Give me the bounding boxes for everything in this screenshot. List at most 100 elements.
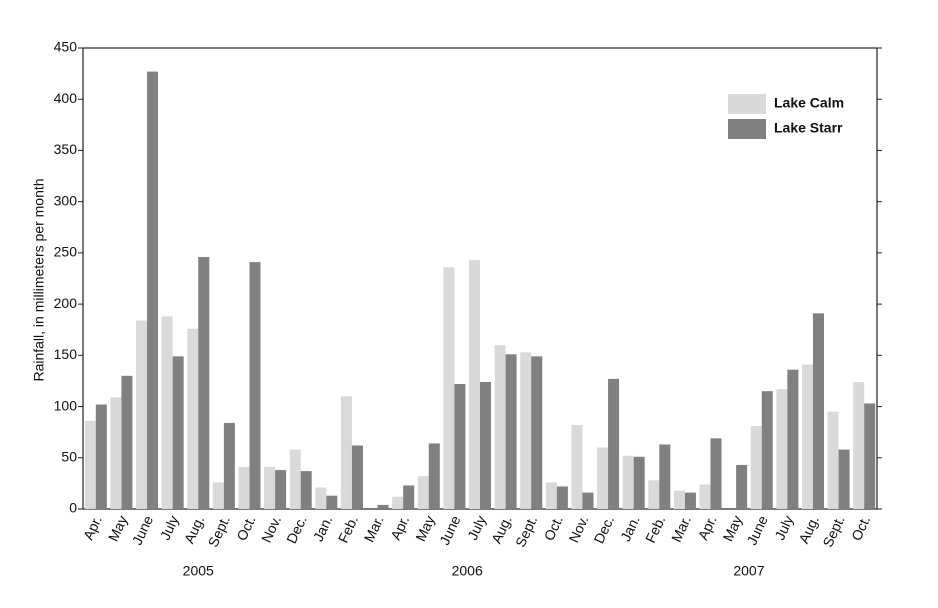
bar <box>121 375 133 509</box>
bar <box>545 482 557 509</box>
x-tick-label: June <box>436 513 463 547</box>
bar <box>787 369 799 509</box>
y-tick-label: 0 <box>69 500 77 516</box>
x-tick-label: Sept. <box>512 513 540 549</box>
bar <box>403 485 415 509</box>
y-tick-label: 250 <box>54 244 78 260</box>
bar <box>340 396 352 509</box>
x-tick-label: Sept. <box>205 513 233 549</box>
bar <box>812 313 824 509</box>
x-tick-label: June <box>129 513 156 547</box>
bar <box>556 486 568 509</box>
bar <box>454 384 466 509</box>
y-tick-label: 50 <box>61 448 77 464</box>
x-tick-label: Aug. <box>795 513 822 546</box>
bar <box>750 426 762 509</box>
x-tick-label: May <box>105 513 131 544</box>
bar <box>633 456 645 509</box>
bar <box>684 492 696 509</box>
bar <box>468 260 480 509</box>
bar <box>761 391 773 509</box>
bar <box>736 464 748 509</box>
bar <box>223 422 235 509</box>
x-tick-label: Feb. <box>642 513 668 545</box>
bar <box>300 471 312 509</box>
bar <box>673 490 685 509</box>
x-tick-label: Apr. <box>695 513 720 542</box>
y-tick-label: 400 <box>54 90 78 106</box>
bar <box>136 320 148 509</box>
x-tick-label: Apr. <box>80 513 105 542</box>
bar <box>571 424 583 509</box>
y-tick-label: 100 <box>54 397 78 413</box>
x-tick-label: Feb. <box>335 513 361 545</box>
year-label: 2005 <box>183 563 214 579</box>
bar <box>622 455 634 509</box>
x-tick-label: Dec. <box>283 513 310 546</box>
x-tick-label: Nov. <box>565 513 591 545</box>
bar <box>275 470 287 509</box>
year-label: 2007 <box>733 563 764 579</box>
bar <box>648 480 660 509</box>
bar <box>710 438 722 509</box>
bar <box>249 262 261 509</box>
bar <box>392 496 404 509</box>
bar <box>853 381 865 509</box>
x-tick-label: Oct. <box>848 513 873 543</box>
bar <box>377 504 389 509</box>
x-tick-label: Apr. <box>387 513 412 542</box>
x-tick-label: Sept. <box>819 513 847 549</box>
bar <box>110 397 122 509</box>
bar <box>597 447 609 509</box>
bar <box>608 378 620 509</box>
legend-swatch <box>728 94 766 114</box>
x-tick-label: Mar. <box>361 513 387 544</box>
bar <box>480 381 492 509</box>
bar <box>505 354 517 509</box>
bar <box>582 492 594 509</box>
bar <box>264 466 276 509</box>
bar <box>417 476 429 509</box>
bar <box>289 449 301 509</box>
y-tick-label: 150 <box>54 346 78 362</box>
bar <box>531 356 543 509</box>
bar <box>801 364 813 509</box>
x-tick-label: Aug. <box>181 513 208 546</box>
x-tick-label: Jan. <box>617 513 643 544</box>
legend-swatch <box>728 119 766 139</box>
y-axis-label: Rainfall, in millimeters per month <box>31 178 47 381</box>
x-tick-label: June <box>743 513 770 547</box>
bar <box>212 482 224 509</box>
bar <box>95 404 107 509</box>
bar <box>172 356 184 509</box>
bar <box>494 345 506 509</box>
bar <box>827 411 839 509</box>
y-tick-label: 300 <box>54 192 78 208</box>
bar <box>838 449 850 509</box>
year-label: 2006 <box>452 563 483 579</box>
x-tick-label: Dec. <box>590 513 617 546</box>
bar <box>238 466 250 509</box>
bar <box>326 495 338 509</box>
y-tick-label: 450 <box>54 39 78 55</box>
x-tick-label: July <box>771 513 796 542</box>
x-tick-label: Oct. <box>233 513 258 543</box>
bar <box>84 420 96 509</box>
x-tick-label: Nov. <box>258 513 284 545</box>
bar <box>147 71 159 509</box>
x-tick-label: May <box>412 513 438 544</box>
y-tick-label: 350 <box>54 141 78 157</box>
bar <box>776 389 788 509</box>
x-tick-label: July <box>464 513 489 542</box>
x-tick-label: Aug. <box>488 513 515 546</box>
x-tick-label: Mar. <box>668 513 694 544</box>
bar <box>161 316 173 509</box>
bar <box>187 328 199 509</box>
bar <box>520 352 532 509</box>
legend-label: Lake Starr <box>774 120 843 136</box>
bar <box>198 256 210 509</box>
bar <box>428 443 440 509</box>
bar <box>443 267 455 509</box>
bar <box>659 444 671 509</box>
